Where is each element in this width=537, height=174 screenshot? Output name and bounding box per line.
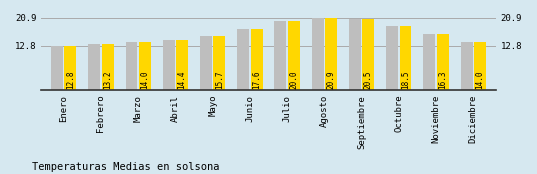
Text: 13.2: 13.2 (103, 71, 112, 89)
Text: 18.5: 18.5 (401, 71, 410, 89)
Text: 16.3: 16.3 (438, 71, 447, 89)
Bar (139, 42, 151, 90)
Bar (64, 46, 76, 90)
Text: 12.8: 12.8 (66, 71, 75, 89)
Bar (237, 29, 249, 90)
Text: 20.0: 20.0 (289, 71, 299, 89)
Bar (349, 19, 361, 90)
Bar (362, 19, 374, 90)
Bar (423, 34, 436, 90)
Bar (176, 40, 188, 90)
Bar (288, 21, 300, 90)
Bar (101, 44, 114, 90)
Bar (126, 42, 137, 90)
Text: 15.7: 15.7 (215, 71, 224, 89)
Bar (325, 18, 337, 90)
Bar (200, 36, 212, 90)
Text: 20.5: 20.5 (364, 71, 373, 89)
Bar (311, 18, 324, 90)
Text: 14.0: 14.0 (475, 71, 484, 89)
Bar (274, 21, 286, 90)
Bar (213, 36, 226, 90)
Bar (461, 42, 473, 90)
Text: 14.0: 14.0 (140, 71, 149, 89)
Bar (437, 34, 449, 90)
Text: 14.4: 14.4 (178, 71, 187, 89)
Bar (88, 44, 100, 90)
Bar (251, 29, 263, 90)
Bar (400, 26, 411, 90)
Text: 17.6: 17.6 (252, 71, 261, 89)
Text: Temperaturas Medias en solsona: Temperaturas Medias en solsona (32, 162, 220, 172)
Text: 20.9: 20.9 (326, 71, 336, 89)
Bar (474, 42, 486, 90)
Bar (163, 40, 175, 90)
Bar (386, 26, 398, 90)
Bar (51, 46, 63, 90)
